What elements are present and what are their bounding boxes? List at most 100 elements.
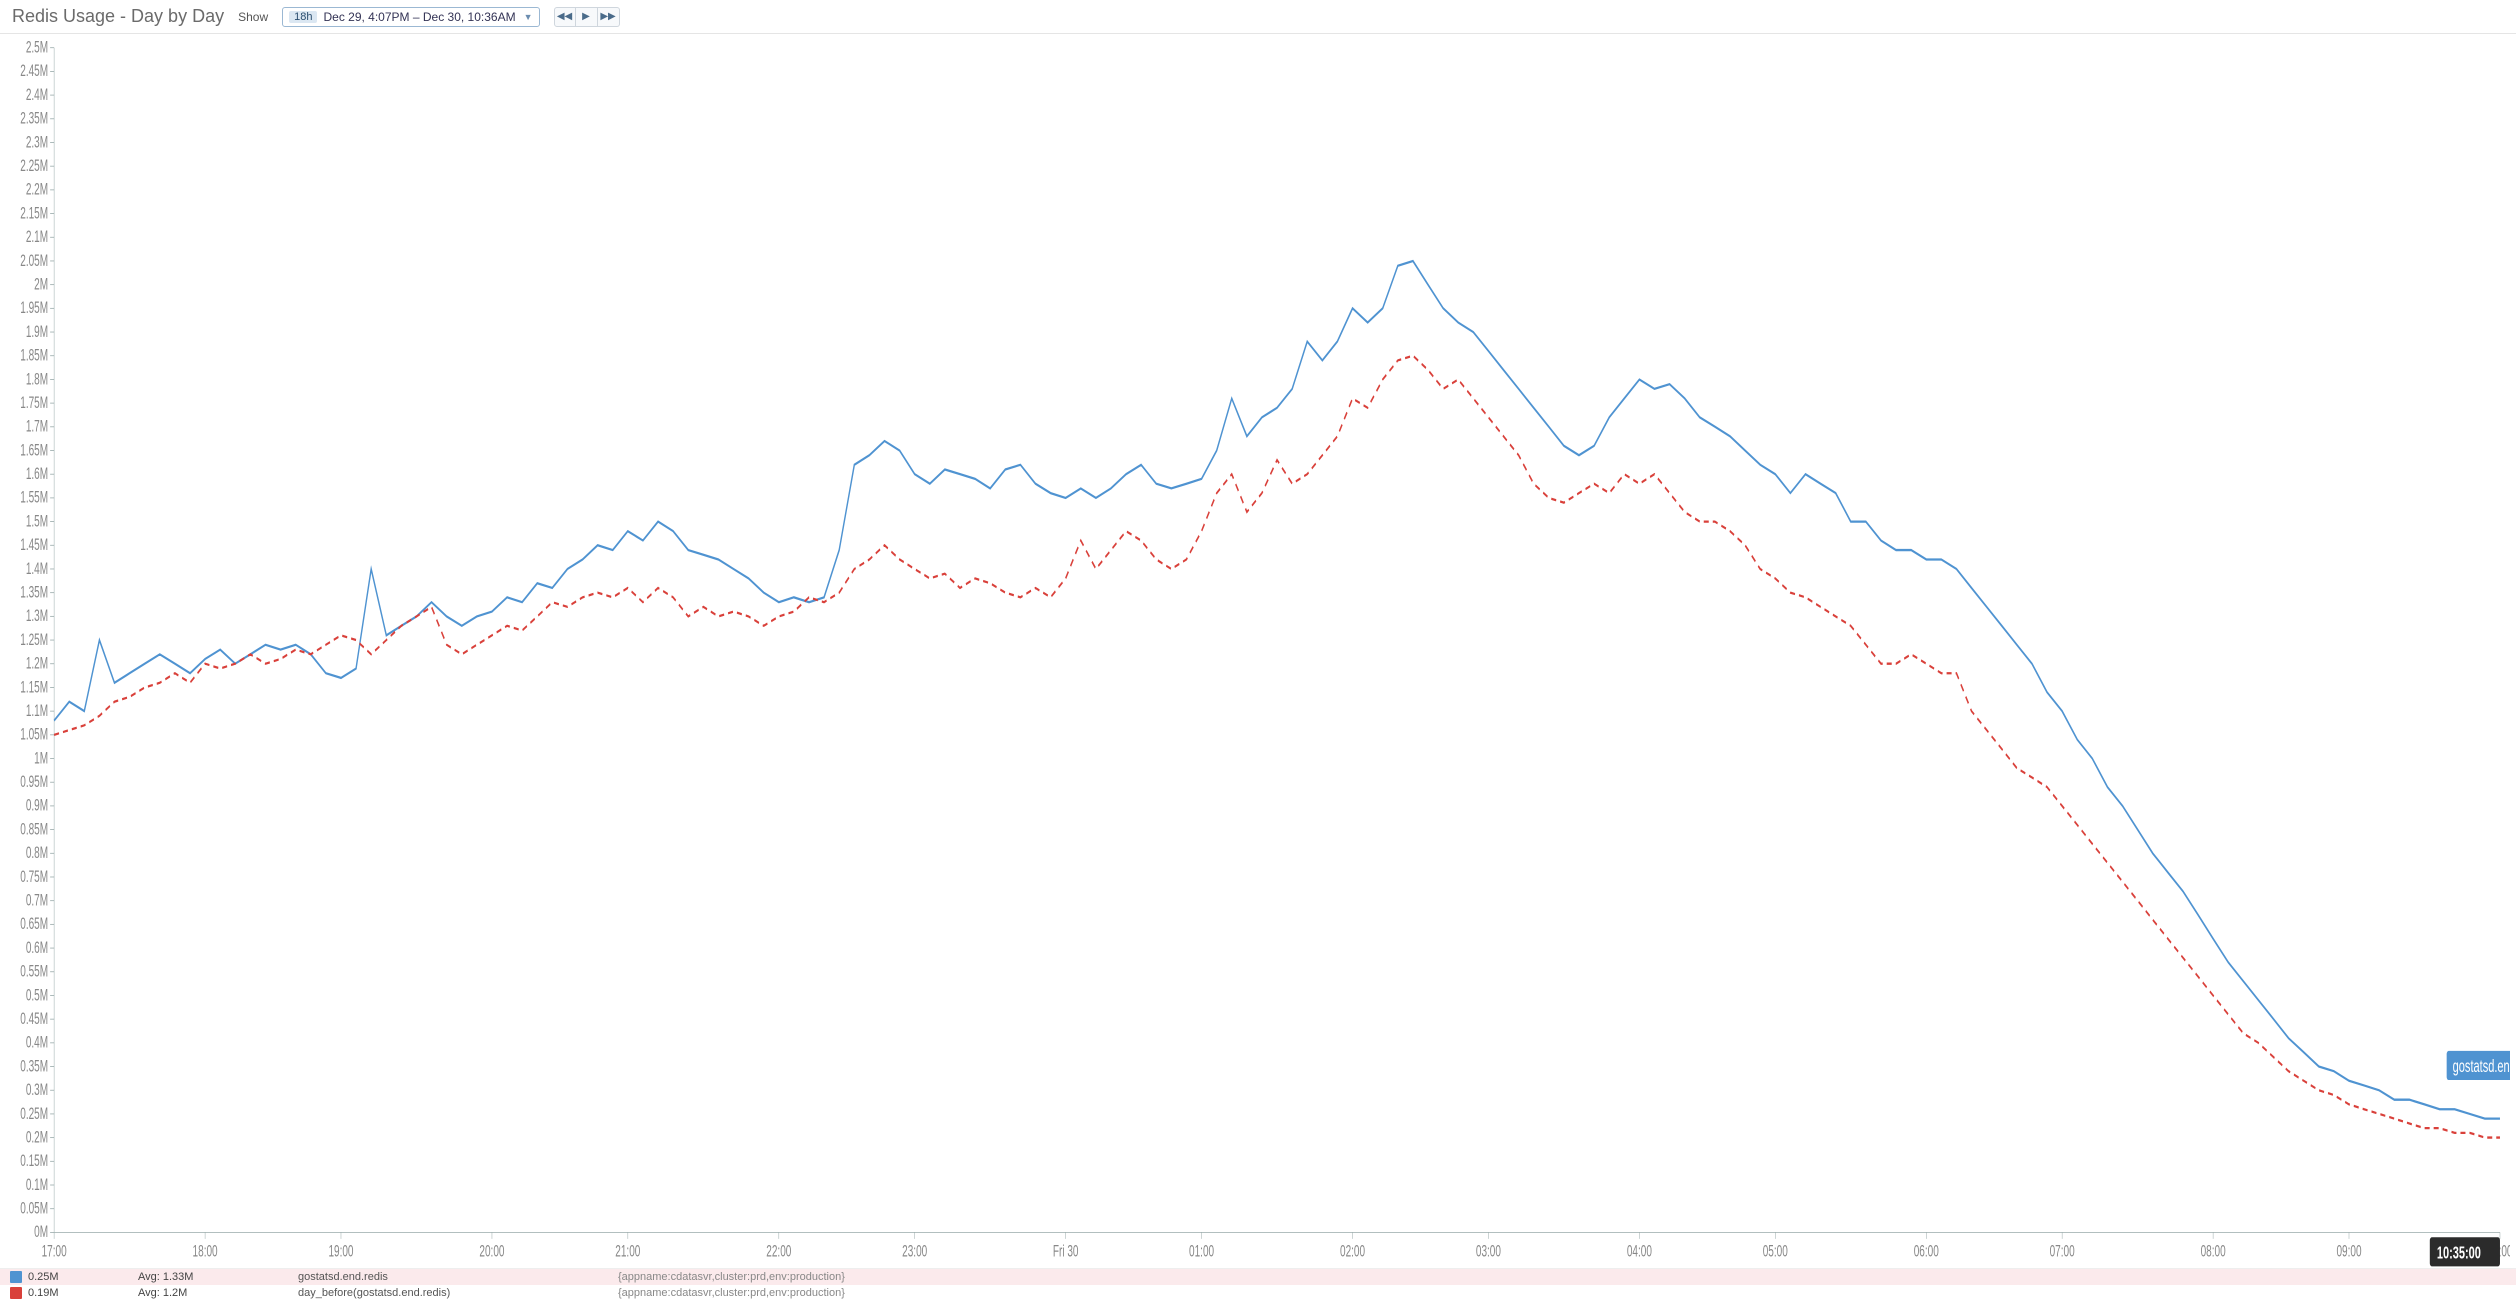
svg-text:17:00: 17:00 bbox=[42, 1242, 67, 1260]
svg-text:gostatsd.end.redis: gostatsd.end.redis bbox=[2453, 1058, 2510, 1077]
svg-text:0.25M: 0.25M bbox=[20, 1104, 48, 1122]
nav-play-button[interactable]: ▶ bbox=[576, 7, 598, 27]
svg-text:0.85M: 0.85M bbox=[20, 820, 48, 838]
time-range-picker[interactable]: 18h Dec 29, 4:07PM – Dec 30, 10:36AM ▼ bbox=[282, 7, 539, 27]
svg-text:10:35:00: 10:35:00 bbox=[2437, 1244, 2481, 1263]
svg-text:1.15M: 1.15M bbox=[20, 678, 48, 696]
svg-text:1.1M: 1.1M bbox=[26, 702, 48, 720]
svg-text:0.3M: 0.3M bbox=[26, 1081, 48, 1099]
svg-text:0.6M: 0.6M bbox=[26, 938, 48, 956]
line-chart: 0M 0.05M 0.1M 0.15M 0.2M 0.25M 0.3M 0.35M 0.4M 0.… bbox=[4, 38, 2510, 1268]
svg-text:1.55M: 1.55M bbox=[20, 488, 48, 506]
series-callout: gostatsd.end.redis 0.25M bbox=[2447, 1051, 2510, 1111]
svg-text:07:00: 07:00 bbox=[2050, 1242, 2075, 1260]
svg-text:20:00: 20:00 bbox=[479, 1242, 504, 1260]
svg-text:2.45M: 2.45M bbox=[20, 62, 48, 80]
svg-text:1M: 1M bbox=[34, 749, 48, 767]
svg-text:1.45M: 1.45M bbox=[20, 536, 48, 554]
page-title: Redis Usage - Day by Day bbox=[12, 6, 224, 27]
legend-tags: {appname:cdatasvr,cluster:prd,env:produc… bbox=[618, 1287, 2506, 1299]
legend-row[interactable]: 0.25M Avg: 1.33M gostatsd.end.redis {app… bbox=[0, 1269, 2516, 1285]
svg-text:2.15M: 2.15M bbox=[20, 204, 48, 222]
svg-text:1.85M: 1.85M bbox=[20, 346, 48, 364]
range-text: Dec 29, 4:07PM – Dec 30, 10:36AM bbox=[323, 10, 515, 24]
svg-text:1.6M: 1.6M bbox=[26, 465, 48, 483]
svg-text:2.1M: 2.1M bbox=[26, 228, 48, 246]
svg-text:2.05M: 2.05M bbox=[20, 251, 48, 269]
range-badge: 18h bbox=[289, 11, 317, 23]
svg-text:05:00: 05:00 bbox=[1763, 1242, 1788, 1260]
svg-text:1.9M: 1.9M bbox=[26, 322, 48, 340]
svg-text:08:00: 08:00 bbox=[2201, 1242, 2226, 1260]
chevron-down-icon: ▼ bbox=[524, 12, 533, 22]
svg-text:2.25M: 2.25M bbox=[20, 157, 48, 175]
svg-text:1.75M: 1.75M bbox=[20, 394, 48, 412]
svg-text:2.5M: 2.5M bbox=[26, 38, 48, 56]
svg-text:2.3M: 2.3M bbox=[26, 133, 48, 151]
nav-next-button[interactable]: ▶▶ bbox=[598, 7, 620, 27]
rewind-icon: ◀◀ bbox=[557, 12, 572, 22]
svg-text:0.9M: 0.9M bbox=[26, 796, 48, 814]
play-icon: ▶ bbox=[582, 12, 590, 22]
svg-text:0.15M: 0.15M bbox=[20, 1152, 48, 1170]
svg-text:0.2M: 0.2M bbox=[26, 1128, 48, 1146]
legend-swatch bbox=[10, 1271, 22, 1283]
svg-text:0.65M: 0.65M bbox=[20, 915, 48, 933]
svg-text:0.4M: 0.4M bbox=[26, 1033, 48, 1051]
svg-text:2.35M: 2.35M bbox=[20, 109, 48, 127]
svg-text:19:00: 19:00 bbox=[328, 1242, 353, 1260]
svg-text:1.05M: 1.05M bbox=[20, 725, 48, 743]
svg-text:2M: 2M bbox=[34, 275, 48, 293]
svg-text:0.45M: 0.45M bbox=[20, 1010, 48, 1028]
legend-table: 0.25M Avg: 1.33M gostatsd.end.redis {app… bbox=[0, 1268, 2516, 1301]
svg-text:01:00: 01:00 bbox=[1189, 1242, 1214, 1260]
legend-avg: Avg: 1.33M bbox=[138, 1271, 298, 1283]
svg-text:Fri 30: Fri 30 bbox=[1053, 1242, 1079, 1260]
svg-text:0M: 0M bbox=[34, 1223, 48, 1241]
svg-text:1.65M: 1.65M bbox=[20, 441, 48, 459]
show-label: Show bbox=[238, 10, 268, 24]
legend-tags: {appname:cdatasvr,cluster:prd,env:produc… bbox=[618, 1271, 2506, 1283]
chart-area[interactable]: 0M 0.05M 0.1M 0.15M 0.2M 0.25M 0.3M 0.35M 0.4M 0.… bbox=[0, 34, 2516, 1268]
svg-text:1.4M: 1.4M bbox=[26, 559, 48, 577]
svg-text:03:00: 03:00 bbox=[1476, 1242, 1501, 1260]
svg-text:0.35M: 0.35M bbox=[20, 1057, 48, 1075]
svg-text:0.5M: 0.5M bbox=[26, 986, 48, 1004]
legend-row[interactable]: 0.19M Avg: 1.2M day_before(gostatsd.end.… bbox=[0, 1285, 2516, 1301]
svg-text:1.5M: 1.5M bbox=[26, 512, 48, 530]
svg-text:0.55M: 0.55M bbox=[20, 962, 48, 980]
svg-text:1.35M: 1.35M bbox=[20, 583, 48, 601]
svg-text:0.1M: 0.1M bbox=[26, 1175, 48, 1193]
svg-text:1.8M: 1.8M bbox=[26, 370, 48, 388]
svg-text:2.2M: 2.2M bbox=[26, 180, 48, 198]
nav-prev-button[interactable]: ◀◀ bbox=[554, 7, 576, 27]
svg-text:18:00: 18:00 bbox=[193, 1242, 218, 1260]
svg-text:21:00: 21:00 bbox=[615, 1242, 640, 1260]
svg-text:1.3M: 1.3M bbox=[26, 607, 48, 625]
svg-text:02:00: 02:00 bbox=[1340, 1242, 1365, 1260]
svg-text:0.7M: 0.7M bbox=[26, 891, 48, 909]
svg-text:06:00: 06:00 bbox=[1914, 1242, 1939, 1260]
svg-text:1.7M: 1.7M bbox=[26, 417, 48, 435]
legend-metric: day_before(gostatsd.end.redis) bbox=[298, 1287, 618, 1299]
svg-text:1.25M: 1.25M bbox=[20, 630, 48, 648]
svg-text:1.2M: 1.2M bbox=[26, 654, 48, 672]
svg-text:0.75M: 0.75M bbox=[20, 867, 48, 885]
svg-text:1.95M: 1.95M bbox=[20, 299, 48, 317]
svg-text:2.4M: 2.4M bbox=[26, 86, 48, 104]
legend-metric: gostatsd.end.redis bbox=[298, 1271, 618, 1283]
legend-avg: Avg: 1.2M bbox=[138, 1287, 298, 1299]
time-marker: 10:35:00 bbox=[2430, 1237, 2500, 1266]
legend-current: 0.25M bbox=[28, 1271, 138, 1283]
svg-text:0.95M: 0.95M bbox=[20, 773, 48, 791]
svg-text:23:00: 23:00 bbox=[902, 1242, 927, 1260]
svg-text:09:00: 09:00 bbox=[2336, 1242, 2361, 1260]
toolbar: Redis Usage - Day by Day Show 18h Dec 29… bbox=[0, 0, 2516, 34]
legend-swatch bbox=[10, 1287, 22, 1299]
legend-current: 0.19M bbox=[28, 1287, 138, 1299]
svg-text:22:00: 22:00 bbox=[766, 1242, 791, 1260]
svg-text:04:00: 04:00 bbox=[1627, 1242, 1652, 1260]
time-nav: ◀◀ ▶ ▶▶ bbox=[554, 7, 620, 27]
svg-text:0.8M: 0.8M bbox=[26, 844, 48, 862]
svg-text:0.05M: 0.05M bbox=[20, 1199, 48, 1217]
